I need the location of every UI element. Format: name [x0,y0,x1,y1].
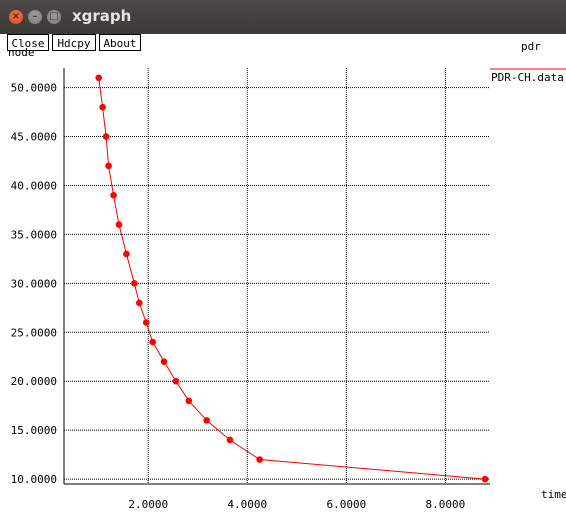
y-tick-label: 25.0000 [11,326,57,339]
window-title: xgraph [72,7,132,25]
data-point [115,221,123,228]
data-point [172,377,180,385]
data-point [123,250,130,258]
y-tick-label: 20.0000 [11,375,57,388]
data-point [256,456,263,463]
data-point [203,417,210,424]
data-point [99,103,106,111]
data-point [142,319,150,326]
x-axis-label: time [541,488,566,501]
x-tick-label: 6.0000 [326,498,366,511]
data-point [160,358,168,365]
data-point [105,162,112,170]
data-point [95,74,102,82]
data-point [131,280,138,287]
data-point [102,133,110,140]
y-tick-label: 30.0000 [11,277,57,290]
x-tick-label: 4.0000 [227,498,267,511]
y-axis-label: node [8,46,35,59]
window-minimize-icon[interactable]: – [28,10,42,24]
y-tick-label: 10.0000 [11,473,57,486]
x-tick-label: 2.0000 [128,498,168,511]
data-point [226,436,234,444]
y-tick-label: 50.0000 [11,82,57,95]
title-bar: × – □ xgraph [0,0,566,34]
chart-title: pdr [521,40,541,53]
hdcpy-button[interactable]: Hdcpy [52,34,96,51]
data-point [185,397,193,405]
y-tick-label: 15.0000 [11,424,57,437]
about-button[interactable]: About [99,34,141,51]
legend-label: PDR-CH.data [491,71,564,84]
y-tick-label: 35.0000 [11,228,57,241]
data-point [110,191,117,199]
data-point [149,338,156,346]
close-button[interactable]: Close [7,34,49,51]
y-tick-label: 45.0000 [11,131,57,144]
y-tick-label: 40.0000 [11,179,57,192]
data-point [135,299,143,307]
data-point [481,475,489,483]
x-tick-label: 8.0000 [426,498,466,511]
window-close-icon[interactable]: × [9,10,23,24]
window-maximize-icon[interactable]: □ [47,10,61,24]
series-line [98,77,486,480]
